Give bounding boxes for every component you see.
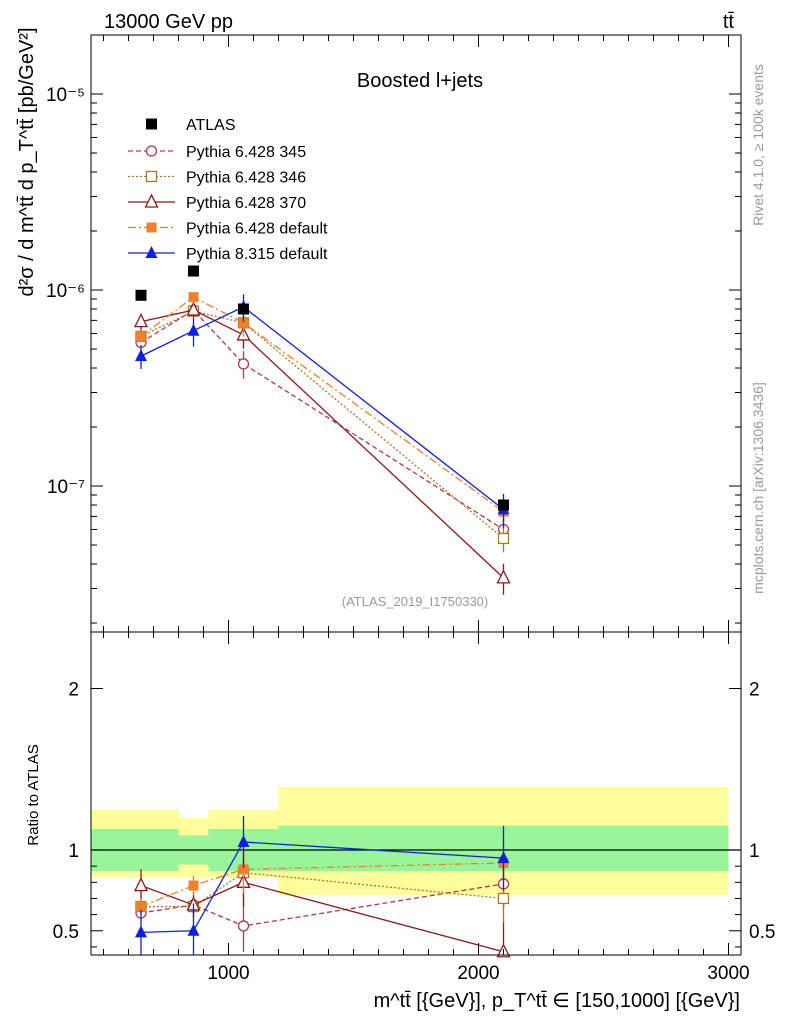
series-point <box>187 323 200 336</box>
series-pythia-6-428-default <box>136 292 509 523</box>
chart-title: Boosted l+jets <box>357 70 483 92</box>
legend-marker <box>144 193 159 208</box>
legend-label: Pythia 6.428 346 <box>186 170 306 187</box>
ratio-point <box>187 923 200 936</box>
series-pythia-6-428-346 <box>135 305 510 553</box>
series-point <box>238 317 249 328</box>
process-label: tt̄ <box>723 11 735 33</box>
series-pythia-6-428-345 <box>135 304 510 544</box>
analysis-label: (ATLAS_2019_I1750330) <box>342 594 488 609</box>
series-line <box>140 309 504 579</box>
series-line <box>140 309 504 531</box>
ratio-point <box>497 892 510 905</box>
atlas-point <box>188 265 199 277</box>
legend-label: Pythia 6.428 default <box>186 221 328 238</box>
ratio-point <box>237 834 250 847</box>
ratio-point <box>497 851 510 864</box>
ratio-point <box>237 920 250 932</box>
main-y-tick-label: 10⁻⁵ <box>46 85 85 106</box>
series-line <box>140 296 504 513</box>
series-pythia-8-315-default <box>135 294 510 529</box>
ratio-series-line <box>140 881 504 953</box>
ratio-point <box>188 880 199 891</box>
mcplots-label: mcplots.cern.ch [arXiv:1306.3436] <box>750 382 766 594</box>
ratio-point <box>136 901 146 912</box>
series-line <box>140 310 504 539</box>
ratio-y-tick-label-right: 0.5 <box>749 922 775 943</box>
x-axis-label: m^tt̄ [{GeV}], p_T^tt̄ ∈ [150,1000] [{Ge… <box>374 990 740 1012</box>
ratio-y-tick-label-right: 1 <box>749 841 760 862</box>
x-tick-label: 1000 <box>207 963 249 984</box>
legend-marker-atlas <box>146 118 157 130</box>
series-pythia-6-428-370 <box>133 301 511 595</box>
atlas-point <box>238 303 249 315</box>
rivet-version-label: Rivet 4.1.0, ≥ 100k events <box>750 64 766 226</box>
main-y-tick-label: 10⁻⁷ <box>47 477 85 498</box>
ratio-point <box>135 925 147 938</box>
legend: ATLAS Pythia 6.428 345 Pythia 6.428 346 Pyt… <box>128 117 328 263</box>
x-tick-label: 2000 <box>457 963 499 984</box>
legend-marker <box>145 145 158 157</box>
atlas-data <box>135 265 509 511</box>
series-point <box>237 358 250 370</box>
x-tick-label: 3000 <box>707 963 749 984</box>
ratio-point <box>238 864 249 875</box>
ratio-axis-label: Ratio to ATLAS <box>25 744 42 845</box>
atlas-point <box>135 289 147 301</box>
ratio-series-line <box>140 862 504 908</box>
ratio-series-line <box>140 841 504 934</box>
ratio-series-line <box>140 883 504 927</box>
ratio-point <box>133 877 149 892</box>
series-point <box>186 301 201 316</box>
atlas-point <box>498 499 509 511</box>
ratio-frame <box>90 631 742 956</box>
legend-marker <box>145 246 158 258</box>
ratio-y-tick-label: 2 <box>68 680 79 701</box>
series-point <box>133 313 149 328</box>
series-point <box>497 532 510 545</box>
legend-label: Pythia 6.428 370 <box>186 195 306 212</box>
legend-marker <box>145 170 158 183</box>
y-axis-label: d²σ / d m^tt̄ d p_T^tt̄ [pb/GeV²] <box>16 28 38 297</box>
legend-label: Pythia 8.315 default <box>186 246 328 263</box>
main-panel: 10⁻⁷ 10⁻⁶ 10⁻⁵ Boosted l+jets (ATLAS_2019_… <box>46 34 742 633</box>
series-point <box>135 349 147 362</box>
ratio-series-pythia-8-315-default <box>135 816 510 955</box>
ratio-y-tick-label: 0.5 <box>53 922 79 943</box>
legend-marker <box>146 222 157 233</box>
series-point <box>188 292 199 303</box>
energy-label: 13000 GeV pp <box>104 11 233 33</box>
series-line <box>140 306 504 510</box>
series-point <box>136 331 146 342</box>
ratio-y-tick-label: 1 <box>68 841 79 862</box>
series-point <box>496 569 511 584</box>
legend-label: Pythia 6.428 345 <box>186 144 306 161</box>
ratio-y-tick-label-right: 2 <box>749 680 760 701</box>
legend-label: ATLAS <box>186 117 236 134</box>
main-y-tick-label: 10⁻⁶ <box>46 281 85 302</box>
